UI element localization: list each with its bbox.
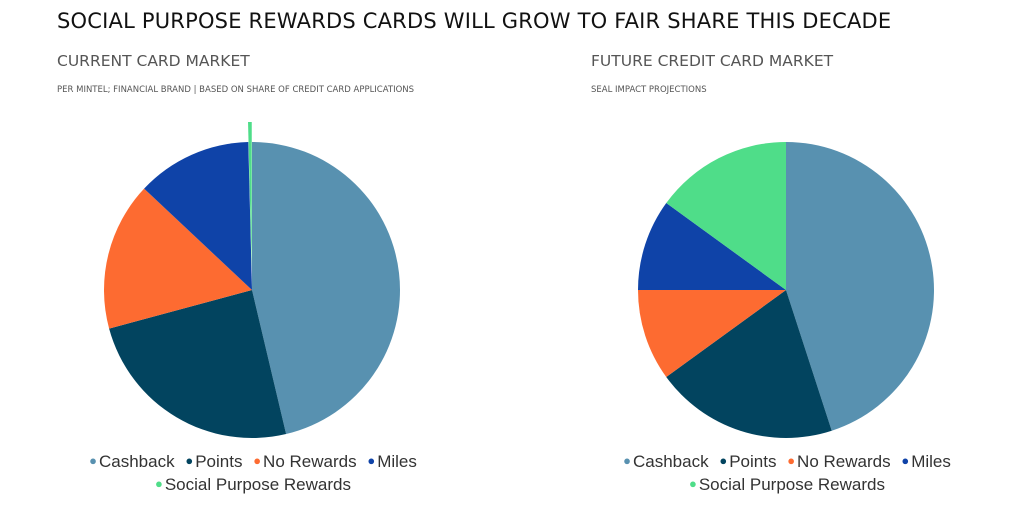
- pie-slice-no-rewards[interactable]: [104, 188, 253, 329]
- legend-swatch-icon: ●: [719, 453, 728, 468]
- pie-slice-social-purpose-rewards[interactable]: [666, 142, 786, 290]
- legend-item-cashback[interactable]: ● Cashback: [623, 450, 708, 473]
- legend-swatch-icon: ●: [688, 476, 697, 491]
- legend-label: No Rewards: [263, 452, 357, 471]
- legend-item-points[interactable]: ● Points: [719, 450, 776, 473]
- legend-swatch-icon: ●: [89, 453, 97, 468]
- legend-label: Cashback: [99, 452, 175, 471]
- chart-subtitle-future: SEAL IMPACT PROJECTIONS: [591, 85, 707, 95]
- legend-item-social-purpose-rewards[interactable]: ● Social Purpose Rewards: [689, 473, 885, 496]
- pie-slice-miles[interactable]: [144, 142, 252, 290]
- pie-slice-social-purpose-rewards[interactable]: [248, 122, 252, 271]
- legend-current: ● Cashback ● Points ● No Rewards ● Miles ● So…: [53, 450, 453, 496]
- legend-label: No Rewards: [797, 452, 891, 471]
- legend-label: Social Purpose Rewards: [164, 475, 351, 494]
- page-title: SOCIAL PURPOSE REWARDS CARDS WILL GROW T…: [57, 9, 892, 33]
- legend-item-cashback[interactable]: ● Cashback: [89, 450, 174, 473]
- pie-slice-miles[interactable]: [638, 203, 786, 290]
- legend-label: Social Purpose Rewards: [698, 475, 885, 494]
- legend-label: Miles: [377, 452, 417, 471]
- legend-item-social-purpose-rewards[interactable]: ● Social Purpose Rewards: [155, 473, 351, 496]
- legend-item-no-rewards[interactable]: ● No Rewards: [253, 450, 356, 473]
- legend-item-miles[interactable]: ● Miles: [367, 450, 417, 473]
- legend-swatch-icon: ●: [367, 453, 376, 468]
- chart-title-future: FUTURE CREDIT CARD MARKET: [591, 52, 834, 70]
- legend-label: Points: [729, 452, 777, 471]
- pie-slice-no-rewards[interactable]: [638, 290, 786, 377]
- legend-swatch-icon: ●: [253, 453, 262, 468]
- legend-swatch-icon: ●: [787, 453, 796, 468]
- pie-slice-points[interactable]: [109, 290, 287, 438]
- legend-item-points[interactable]: ● Points: [185, 450, 242, 473]
- legend-item-miles[interactable]: ● Miles: [901, 450, 951, 473]
- legend-future: ● Cashback ● Points ● No Rewards ● Miles ● So…: [587, 450, 987, 496]
- legend-item-no-rewards[interactable]: ● No Rewards: [787, 450, 890, 473]
- legend-swatch-icon: ●: [901, 453, 910, 468]
- legend-swatch-icon: ●: [623, 453, 631, 468]
- pie-slice-cashback[interactable]: [786, 142, 935, 431]
- pie-slice-cashback[interactable]: [252, 142, 401, 435]
- legend-swatch-icon: ●: [154, 476, 163, 491]
- chart-subtitle-current: PER MINTEL; FINANCIAL BRAND | BASED ON S…: [57, 85, 415, 95]
- chart-title-current: CURRENT CARD MARKET: [57, 52, 250, 70]
- legend-label: Cashback: [633, 452, 709, 471]
- pie-slice-points[interactable]: [666, 290, 832, 438]
- legend-label: Miles: [911, 452, 951, 471]
- legend-swatch-icon: ●: [185, 453, 194, 468]
- legend-label: Points: [195, 452, 243, 471]
